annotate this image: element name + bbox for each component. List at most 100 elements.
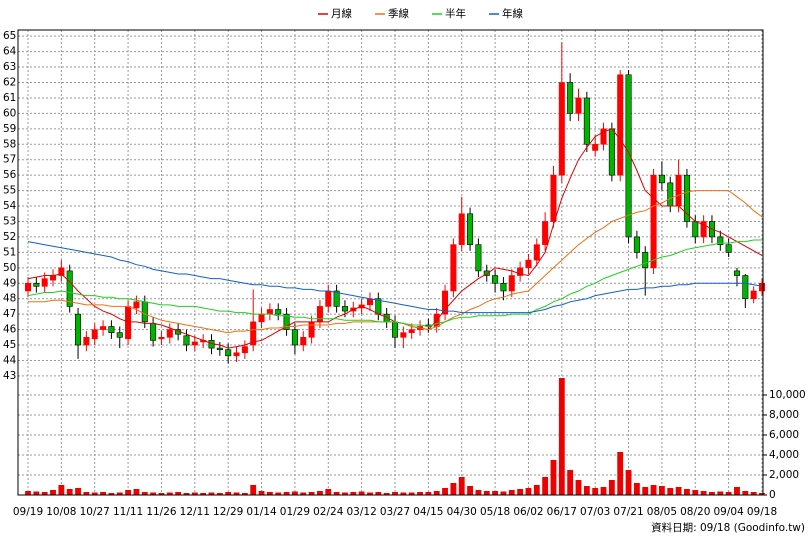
- candle-body: [450, 244, 457, 292]
- candle-body: [241, 346, 248, 354]
- volume-bar: [50, 490, 56, 495]
- candle-body: [508, 275, 515, 292]
- candle-body: [567, 82, 574, 114]
- x-tick-label: 12/11: [180, 506, 210, 518]
- candle-body: [675, 174, 682, 207]
- volume-bar: [41, 492, 48, 495]
- candle-body: [717, 236, 724, 245]
- volume-bar: [667, 488, 674, 495]
- volume-bar: [125, 490, 132, 495]
- volume-bar: [583, 486, 590, 495]
- candle-body: [250, 321, 257, 346]
- volume-bar: [542, 477, 549, 495]
- candle-body: [658, 174, 665, 184]
- candle-body: [50, 275, 57, 281]
- y2-tick-label: 4,000: [769, 449, 799, 461]
- volume-bar: [492, 491, 499, 495]
- candle-body: [183, 335, 190, 346]
- volume-bar: [734, 487, 740, 495]
- volume-bar: [100, 492, 106, 495]
- volume-bar: [608, 480, 615, 495]
- candle-body: [683, 174, 690, 222]
- volume-bar: [392, 492, 398, 495]
- volume-bar: [600, 487, 607, 495]
- y-tick-label: 46: [3, 324, 17, 336]
- x-tick-label: 02/24: [313, 506, 344, 518]
- volume-bar: [617, 452, 624, 495]
- y-tick-label: 48: [3, 293, 16, 305]
- y-tick-label: 59: [3, 123, 16, 135]
- volume-bar: [108, 493, 115, 495]
- volume-bar: [83, 492, 90, 495]
- candle-body: [608, 128, 615, 176]
- volume-bar: [433, 491, 440, 495]
- candle-body: [291, 329, 298, 346]
- volume-bar: [258, 491, 265, 495]
- x-tick-label: 03/12: [347, 506, 377, 518]
- volume-bar: [475, 490, 482, 495]
- volume-bar: [692, 490, 699, 495]
- footer: 資料日期: 09/18 (Goodinfo.tw): [651, 521, 805, 534]
- x-tick-label: 08/20: [680, 506, 710, 518]
- candle-body: [625, 74, 632, 238]
- x-tick-label: 08/05: [647, 506, 677, 518]
- x-tick-label: 11/11: [113, 506, 143, 518]
- volume-bar: [759, 493, 765, 495]
- candle-body: [692, 221, 699, 238]
- volume-bar: [558, 378, 565, 495]
- volume-bar: [150, 492, 157, 495]
- volume-bar: [350, 492, 357, 495]
- volume-bar: [291, 491, 298, 495]
- candle-body: [225, 349, 232, 357]
- x-tick-label: 04/30: [447, 506, 477, 518]
- volume-bar: [450, 483, 457, 495]
- volume-bar: [325, 489, 332, 495]
- x-tick-label: 01/14: [246, 506, 277, 518]
- legend-label: 季線: [388, 7, 409, 20]
- candle-body: [592, 143, 599, 151]
- volume-bar: [500, 491, 507, 495]
- y-tick-label: 57: [3, 154, 16, 166]
- candle-body: [475, 244, 482, 272]
- volume-bar: [200, 493, 207, 495]
- candle-body: [33, 282, 40, 287]
- volume-bar: [650, 485, 657, 495]
- volume-bar: [308, 492, 315, 495]
- y-tick-label: 47: [3, 308, 16, 320]
- y-tick-label: 61: [3, 92, 16, 104]
- volume-bar: [592, 488, 599, 495]
- volume-bar: [684, 489, 690, 495]
- volume-bar: [550, 460, 557, 495]
- candle-body: [542, 221, 549, 245]
- candle-body: [125, 306, 132, 340]
- volume-bar: [175, 492, 182, 495]
- volume-bar: [400, 492, 407, 495]
- volume-bar: [642, 487, 649, 495]
- volume-bar: [141, 492, 148, 495]
- volume-bar: [66, 489, 73, 495]
- volume-bar: [225, 492, 232, 495]
- volume-bar: [208, 492, 215, 495]
- x-tick-label: 01/29: [280, 506, 310, 518]
- candle-body: [617, 74, 624, 176]
- candle-body: [517, 267, 524, 276]
- x-tick-label: 09/04: [714, 506, 745, 518]
- y-tick-label: 56: [3, 169, 17, 181]
- candle-body: [650, 174, 657, 269]
- volume-bar: [508, 490, 515, 495]
- candle-body: [333, 290, 340, 307]
- candle-body: [633, 236, 640, 253]
- candle-body: [442, 290, 449, 315]
- x-tick-label: 04/15: [413, 506, 443, 518]
- volume-bar: [283, 492, 290, 495]
- volume-bar: [367, 492, 373, 495]
- candle-body: [108, 326, 115, 333]
- candle-body: [233, 352, 240, 357]
- moving-average-line: [27, 241, 763, 314]
- volume-bar: [241, 493, 248, 495]
- x-tick-label: 05/18: [480, 506, 510, 518]
- candle-body: [216, 347, 223, 350]
- y2-tick-label: 8,000: [769, 409, 799, 421]
- candle-body: [83, 337, 90, 346]
- volume-bar: [183, 493, 190, 495]
